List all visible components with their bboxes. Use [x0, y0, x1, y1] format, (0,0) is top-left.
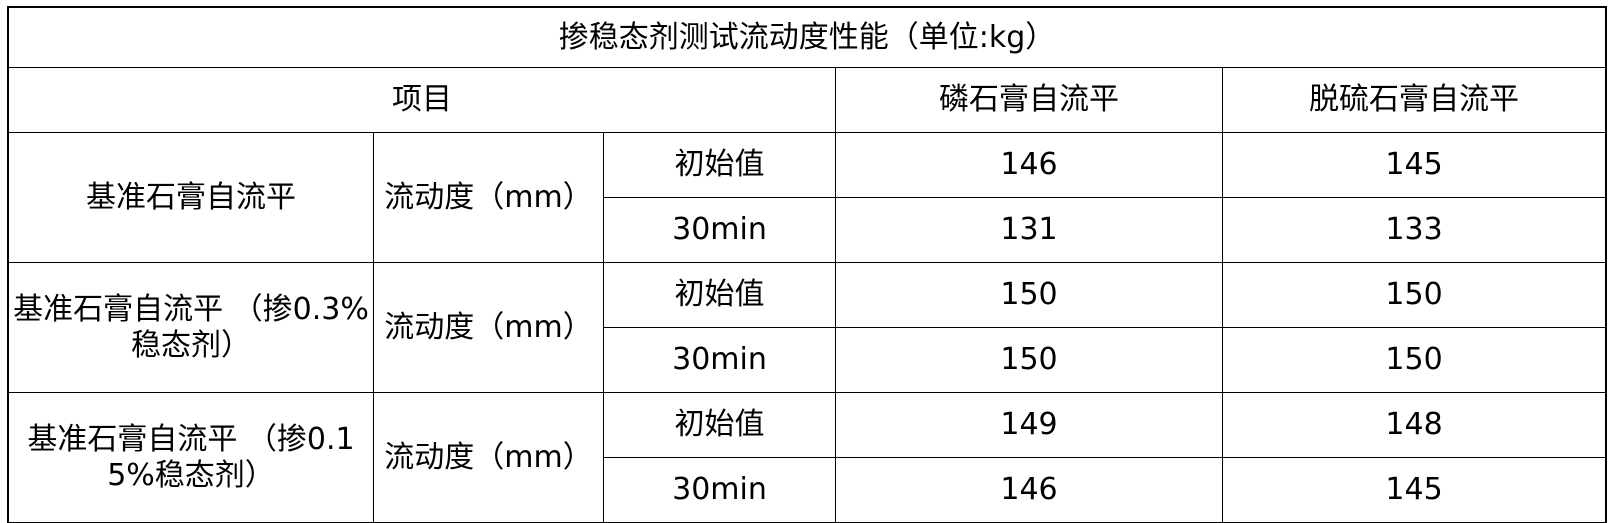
table-header-row: 项目 磷石膏自流平 脱硫石膏自流平 [8, 67, 1607, 133]
value-phosphogypsum: 149 [835, 392, 1223, 458]
value-phosphogypsum: 150 [835, 327, 1223, 393]
table-title-row: 掺稳态剂测试流动度性能（单位:kg） [7, 7, 1607, 68]
table-row: 基准石膏自流平 流动度（mm） 初始值 146 145 [8, 132, 1607, 263]
header-phosphogypsum: 磷石膏自流平 [835, 67, 1223, 133]
value-desulfurized: 133 [1221, 197, 1607, 263]
value-desulfurized: 148 [1221, 392, 1607, 458]
value-phosphogypsum: 150 [835, 262, 1223, 328]
table-title: 掺稳态剂测试流动度性能（单位:kg） [7, 7, 1607, 68]
sub-label: 初始值 [603, 132, 836, 198]
table-row: 基准石膏自流平 （掺0.3%稳态剂） 流动度（mm） 初始值 150 150 [8, 262, 1607, 393]
group-name: 基准石膏自流平 （掺0.3%稳态剂） [8, 262, 374, 393]
sub-label: 初始值 [603, 392, 836, 458]
sub-label: 初始值 [603, 262, 836, 328]
value-phosphogypsum: 146 [835, 132, 1223, 198]
group-unit: 流动度（mm） [373, 262, 604, 393]
group-name: 基准石膏自流平 （掺0.15%稳态剂） [8, 392, 374, 523]
value-desulfurized: 145 [1221, 132, 1607, 198]
header-desulfurized-gypsum: 脱硫石膏自流平 [1221, 67, 1607, 133]
value-phosphogypsum: 131 [835, 197, 1223, 263]
flow-performance-table: 掺稳态剂测试流动度性能（单位:kg） 项目 磷石膏自流平 脱硫石膏自流平 基准石… [6, 6, 1608, 523]
sub-label: 30min [603, 197, 836, 263]
value-desulfurized: 145 [1221, 457, 1607, 523]
table-sheet: 掺稳态剂测试流动度性能（单位:kg） 项目 磷石膏自流平 脱硫石膏自流平 基准石… [6, 6, 1608, 523]
value-desulfurized: 150 [1221, 262, 1607, 328]
sub-label: 30min [603, 457, 836, 523]
value-desulfurized: 150 [1221, 327, 1607, 393]
group-name: 基准石膏自流平 [8, 132, 374, 263]
header-item: 项目 [8, 67, 836, 133]
value-phosphogypsum: 146 [835, 457, 1223, 523]
group-unit: 流动度（mm） [373, 392, 604, 523]
sub-label: 30min [603, 327, 836, 393]
group-unit: 流动度（mm） [373, 132, 604, 263]
table-row: 基准石膏自流平 （掺0.15%稳态剂） 流动度（mm） 初始值 149 148 [8, 392, 1607, 523]
table-row: 30min 131 133 [9, 197, 1607, 263]
